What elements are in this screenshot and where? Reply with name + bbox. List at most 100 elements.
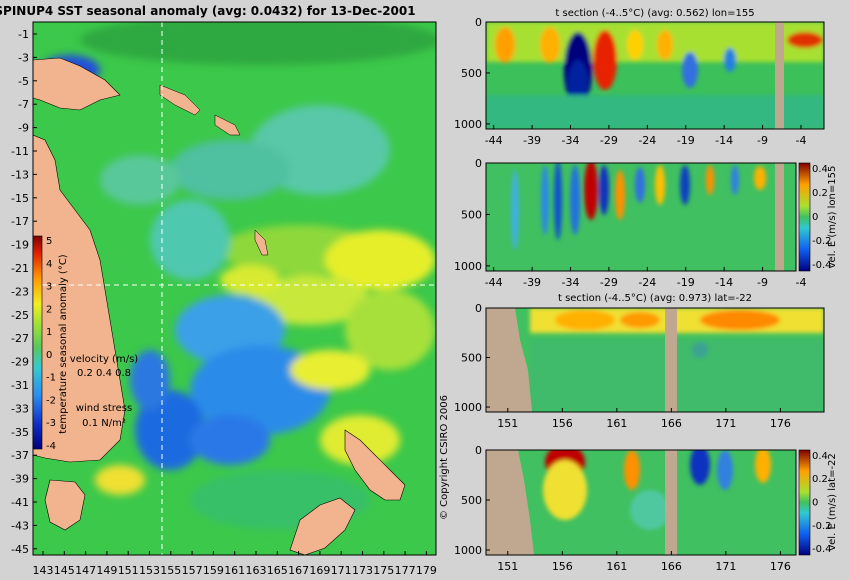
section-x-tick: 156 bbox=[552, 417, 573, 430]
map-x-tick: 179 bbox=[416, 564, 437, 577]
map-y-tick: -27 bbox=[11, 332, 29, 345]
section-y-tick: 1000 bbox=[454, 401, 482, 414]
section-x-tick: 171 bbox=[715, 417, 736, 430]
section-y-tick: 1000 bbox=[454, 118, 482, 131]
section-x-tick: -19 bbox=[677, 276, 695, 289]
velocity-colorbar-tick: 0.2 bbox=[812, 474, 828, 485]
panel3-section bbox=[486, 308, 824, 412]
panel3-x-tick-labels: 151 156 161 166 171 176 bbox=[497, 408, 791, 430]
map-y-tick: -41 bbox=[11, 496, 29, 509]
velocity-label: velocity (m/s) bbox=[70, 354, 138, 365]
map-x-tick-labels: 143 145 147 149 151 153 155 157 159 161 163 165 167 1… bbox=[33, 551, 437, 577]
panel4-frame bbox=[485, 449, 797, 556]
map-x-tick: 169 bbox=[309, 564, 330, 577]
section-x-tick: 176 bbox=[770, 560, 791, 573]
island-land bbox=[214, 114, 241, 136]
section-y-tick: 500 bbox=[461, 494, 482, 507]
section-x-tick: 161 bbox=[606, 560, 627, 573]
velocity-colorbar-tick: 0.2 bbox=[812, 188, 828, 199]
map-y-tick: -29 bbox=[11, 356, 29, 369]
map-x-tick: 157 bbox=[182, 564, 203, 577]
island-land bbox=[254, 229, 269, 256]
panel3-y-tick-labels: 0 500 1000 bbox=[454, 302, 490, 414]
map-x-tick: 165 bbox=[267, 564, 288, 577]
map-y-tick: -1 bbox=[18, 28, 29, 41]
panel1-section bbox=[486, 22, 824, 129]
map-colorbar-tick: 3 bbox=[46, 282, 52, 293]
section-y-tick: 0 bbox=[475, 302, 482, 315]
map-y-tick: -39 bbox=[11, 473, 29, 486]
panel1-x-tick-labels: -44 -39 -34 -29 -24 -19 -14 -9 -4 bbox=[485, 125, 806, 147]
section-x-tick: -44 bbox=[485, 276, 503, 289]
copyright-text: © Copyright CSIRO 2006 bbox=[439, 395, 450, 520]
section-y-tick: 500 bbox=[461, 208, 482, 221]
section-x-tick: -9 bbox=[757, 276, 768, 289]
section-x-tick: 171 bbox=[715, 560, 736, 573]
wind-stress-label: wind stress bbox=[76, 403, 132, 414]
section-x-tick: -24 bbox=[638, 134, 656, 147]
panel2-colorbar bbox=[798, 162, 811, 272]
section-x-tick: -9 bbox=[757, 134, 768, 147]
velocity-colorbar-tick: -0.2 bbox=[812, 236, 832, 247]
section-x-tick: -24 bbox=[638, 276, 656, 289]
map-colorbar-tick: 1 bbox=[46, 327, 52, 338]
island-land bbox=[159, 84, 201, 116]
section-y-tick: 1000 bbox=[454, 260, 482, 273]
map-y-tick: -23 bbox=[11, 285, 29, 298]
section-x-tick: -44 bbox=[485, 134, 503, 147]
tasmania-land bbox=[44, 479, 86, 531]
section-y-tick: 0 bbox=[475, 444, 482, 457]
panel2-y-tick-labels: 0 500 1000 bbox=[454, 157, 490, 273]
velocity-colorbar-tick: -0.4 bbox=[812, 260, 832, 271]
panel3-land bbox=[486, 308, 532, 412]
velocity-colorbar-tick: -0.4 bbox=[812, 544, 832, 555]
section-y-tick: 0 bbox=[475, 16, 482, 29]
map-x-tick: 171 bbox=[331, 564, 352, 577]
map-y-tick: -25 bbox=[11, 309, 29, 322]
section-x-tick: 176 bbox=[770, 417, 791, 430]
map-y-tick: -17 bbox=[11, 215, 29, 228]
panel3-title: t section (-4..5°C) (avg: 0.973) lat=-22 bbox=[558, 293, 752, 304]
map-y-tick: -35 bbox=[11, 426, 29, 439]
new-zealand-north-land bbox=[344, 429, 406, 501]
velocity-colorbar-tick: 0 bbox=[812, 498, 818, 509]
map-x-tick: 163 bbox=[246, 564, 267, 577]
map-x-tick: 149 bbox=[96, 564, 117, 577]
panel1-frame bbox=[485, 21, 825, 130]
panel4-velocity bbox=[486, 450, 796, 555]
section-x-tick: -4 bbox=[795, 134, 806, 147]
map-title: SPINUP4 SST seasonal anomaly (avg: 0.043… bbox=[0, 4, 416, 18]
section-x-tick: 156 bbox=[552, 560, 573, 573]
map-colorbar-ramp bbox=[32, 235, 43, 450]
velocity-values: 0.2 0.4 0.8 bbox=[77, 368, 131, 379]
section-x-tick: -14 bbox=[715, 276, 733, 289]
map-x-tick: 175 bbox=[373, 564, 394, 577]
velocity-colorbar-tick: 0 bbox=[812, 212, 818, 223]
section-x-tick: 161 bbox=[606, 417, 627, 430]
section-y-tick: 1000 bbox=[454, 544, 482, 557]
section-y-tick: 0 bbox=[475, 157, 482, 170]
map-colorbar-tick: -1 bbox=[46, 373, 56, 384]
map-x-tick: 173 bbox=[352, 564, 373, 577]
section-x-tick: -34 bbox=[562, 276, 580, 289]
map-y-tick: -45 bbox=[11, 543, 29, 556]
section-x-tick: 166 bbox=[661, 417, 682, 430]
map-colorbar-tick: 5 bbox=[46, 236, 52, 247]
map-x-tick: 167 bbox=[288, 564, 309, 577]
velocity-colorbar-tick: -0.2 bbox=[812, 521, 832, 532]
map-x-tick: 151 bbox=[118, 564, 139, 577]
map-colorbar: 5 4 3 2 1 0 -1 -2 -3 -4 temperature seasonal anom… bbox=[32, 235, 69, 452]
velocity-colorbar-tick: 0.4 bbox=[812, 164, 828, 175]
panel4-colorbar-ticks: 0.4 0.2 0 -0.2 -0.4 bbox=[812, 451, 832, 555]
map-colorbar-tick: -2 bbox=[46, 395, 56, 406]
map-colorbar-label: temperature seasonal anomaly (°C) bbox=[58, 254, 69, 433]
new-guinea-land bbox=[33, 57, 121, 111]
map-x-tick: 147 bbox=[75, 564, 96, 577]
map-x-tick: 143 bbox=[33, 564, 54, 577]
section-x-tick: 151 bbox=[497, 560, 518, 573]
section-x-tick: -14 bbox=[715, 134, 733, 147]
section-x-tick: -29 bbox=[600, 276, 618, 289]
panel2-colorbar-label: vel. E (m/s) lon=155 bbox=[827, 166, 838, 269]
map-colorbar-tick: 4 bbox=[46, 259, 52, 270]
section-y-tick: 500 bbox=[461, 352, 482, 365]
